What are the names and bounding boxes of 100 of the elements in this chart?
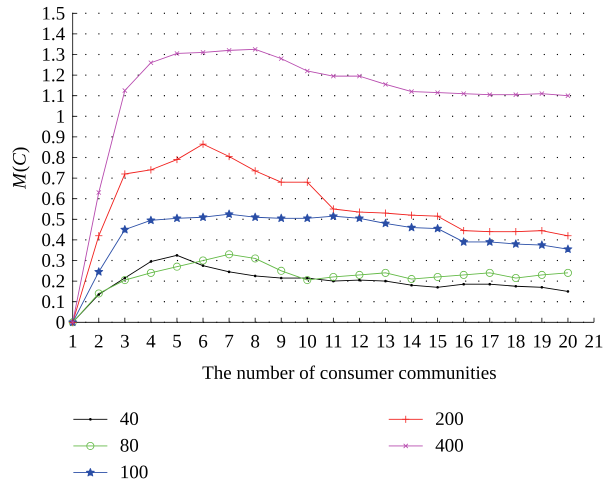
y-tick-label: 1.5 [43,6,64,20]
y-tick-label: 0 [56,316,64,329]
legend-label: 80 [120,438,138,452]
x-tick-label: 19 [534,334,551,348]
y-tick-label: 0.1 [42,295,64,308]
point [146,268,155,277]
point [277,266,286,275]
point [172,156,181,164]
point [251,166,260,175]
point [278,56,284,62]
point [459,237,468,246]
y-tick-label: 1.2 [43,68,64,82]
y-tick-label: 0.8 [42,151,64,164]
x-tick-label: 15 [430,334,446,348]
point [303,276,312,284]
point [146,216,156,224]
x-tick-label: 21 [585,334,602,348]
x-tick-label: 3 [120,334,129,348]
point [148,60,154,66]
point [381,218,390,228]
point [199,140,208,148]
point [120,225,130,234]
point [96,190,102,196]
point [487,92,492,98]
point [485,237,494,246]
point [355,270,364,279]
y-tick-label: 1.4 [43,28,65,40]
point [512,228,520,236]
point [486,268,494,277]
y-tick-label: 0.9 [42,130,64,144]
y-axis-title: M(C) [12,148,30,190]
point [355,214,364,222]
x-tick-label: 1 [70,334,76,348]
point [538,270,546,279]
y-tick-label: 0.6 [42,192,65,206]
point [407,222,416,232]
point [122,88,128,94]
point [435,90,440,96]
point [328,212,338,220]
point [512,274,520,282]
point [277,178,286,186]
x-tick-label: 18 [508,334,525,348]
point [94,267,104,276]
point [94,232,103,240]
point [564,244,572,253]
point [172,214,182,222]
point [276,214,286,222]
point [511,239,520,248]
point [226,48,232,53]
point [434,272,442,281]
point [172,262,181,271]
point [174,50,180,56]
y-tick-label: 0.3 [42,254,64,267]
point [225,152,234,160]
legend-label: 200 [436,412,463,426]
x-tick-label: 4 [146,334,156,348]
point [224,210,234,218]
point [565,93,570,98]
point [302,214,312,222]
point [120,276,129,284]
point [356,74,362,79]
point [539,91,544,96]
x-tick-label: 16 [456,334,473,348]
x-tick-label: 13 [378,334,394,348]
x-tick-label: 6 [199,334,208,348]
point [382,82,388,87]
legend-label: 100 [121,466,148,478]
point [564,268,572,277]
x-tick-label: 11 [326,334,342,348]
point [486,228,494,236]
x-tick-label: 7 [226,334,234,348]
point [381,209,390,218]
point [381,268,390,277]
x-tick-label: 9 [277,334,286,348]
point [461,91,466,96]
y-tick-label: 0.7 [42,172,65,185]
point [408,275,416,284]
legend-label: 400 [436,438,463,452]
point [225,250,234,258]
point [409,89,414,94]
point [355,208,364,216]
y-tick-label: 1 [57,110,64,123]
point [538,226,546,235]
point [94,289,103,298]
y-tick-label: 0.2 [42,274,64,288]
point [433,224,442,232]
point [198,212,208,222]
y-tick-label: 0.4 [42,233,65,246]
x-tick-label: 10 [299,334,316,348]
y-tick-label: 0.5 [42,212,64,226]
point [434,212,442,220]
point [120,170,129,178]
point [537,240,546,249]
point [252,46,258,52]
point [408,211,416,220]
y-tick-label: 1.3 [43,48,64,61]
point [564,232,572,240]
point [460,226,468,235]
point [330,74,336,79]
point [250,212,260,222]
